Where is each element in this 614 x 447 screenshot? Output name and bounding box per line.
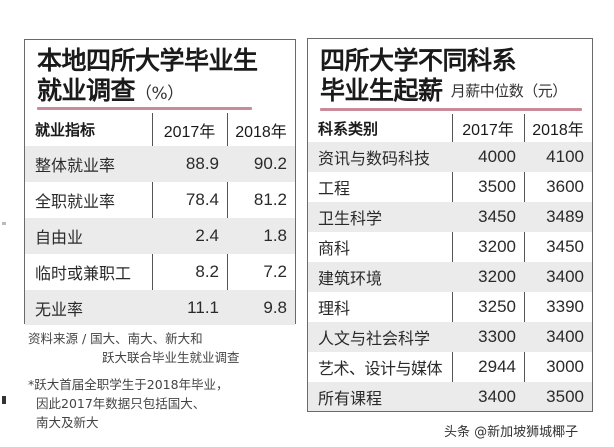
- footnote-line1: *跃大首届全职学生于2018年毕业，: [28, 377, 229, 392]
- source-note-line1: 资料来源 / 国大、南大、新大和: [28, 331, 203, 346]
- value-2018: 3000: [546, 357, 584, 376]
- value-2017: 3500: [478, 177, 516, 196]
- salary-title-unit: 月薪中位数（元）: [450, 82, 568, 100]
- table-row: 临时或兼职工 8.2 7.2: [25, 254, 295, 290]
- row-label: 临时或兼职工: [35, 264, 132, 283]
- watermark: 头条 @新加坡狮城椰子: [444, 425, 579, 440]
- footnote-line3: 南大及新大: [36, 415, 99, 430]
- row-label: 无业率: [35, 299, 84, 319]
- row-label: 卫生科学: [318, 209, 383, 228]
- table-header-row: 就业指标 2017年 2018年: [25, 113, 295, 146]
- value-2017: 88.9: [185, 154, 219, 173]
- value-2018: 3600: [546, 177, 584, 196]
- row-label: 所有课程: [318, 388, 383, 408]
- row-label: 资讯与数码科技: [318, 149, 431, 168]
- table-row: 所有课程 3400 3500: [308, 382, 592, 411]
- edge-artifact: [2, 396, 6, 404]
- title-underline: [320, 108, 582, 111]
- row-label: 工程: [318, 179, 351, 198]
- value-2017: 3400: [478, 386, 516, 406]
- footnote-line2: 因此2017年数据只包括国大、: [36, 396, 206, 411]
- edge-artifact: [2, 222, 6, 225]
- table-row: 艺术、设计与媒体 2944 3000: [308, 352, 592, 382]
- table-row: 资讯与数码科技 4000 4100: [308, 142, 592, 172]
- row-label: 商科: [318, 239, 351, 258]
- table-row: 商科 3200 3450: [308, 232, 592, 262]
- starting-salary-panel: 四所大学不同科系 毕业生起薪 月薪中位数（元） 科系类别 2017年 2018年…: [307, 38, 593, 412]
- row-label: 理科: [318, 299, 351, 318]
- employment-title-line2: 就业调查（%）: [37, 78, 184, 103]
- value-2018: 3400: [546, 327, 584, 346]
- employment-table: 就业指标 2017年 2018年 整体就业率 88.9 90.2 全职就业率 7…: [25, 113, 295, 325]
- value-2018: 9.8: [263, 297, 287, 317]
- table-row: 工程 3500 3600: [308, 172, 592, 202]
- value-2018: 7.2: [263, 262, 287, 281]
- header-department: 科系类别: [318, 119, 379, 138]
- value-2018: 3500: [546, 386, 584, 406]
- table-header-row: 科系类别 2017年 2018年: [308, 114, 592, 142]
- table-row: 建筑环境 3200 3400: [308, 262, 592, 292]
- table-row: 理科 3250 3390: [308, 292, 592, 322]
- table-row: 人文与社会科学 3300 3400: [308, 322, 592, 352]
- row-label: 全职就业率: [35, 192, 116, 211]
- value-2018: 3450: [546, 237, 584, 256]
- salary-title-main: 毕业生起薪: [320, 76, 443, 105]
- value-2018: 90.2: [253, 154, 287, 173]
- value-2018: 3400: [546, 267, 584, 286]
- value-2017: 3300: [478, 327, 516, 346]
- salary-title-line2: 毕业生起薪 月薪中位数（元）: [320, 78, 567, 103]
- header-2018: 2018年: [532, 122, 584, 139]
- salary-title-line1: 四所大学不同科系: [320, 46, 517, 75]
- value-2018: 81.2: [253, 190, 287, 209]
- header-2017: 2017年: [462, 122, 514, 139]
- title-underline: [37, 107, 252, 110]
- header-indicator: 就业指标: [35, 121, 96, 139]
- table-row: 整体就业率 88.9 90.2: [25, 146, 295, 182]
- row-label: 自由业: [35, 228, 84, 247]
- header-2017: 2017年: [163, 123, 216, 141]
- value-2017: 8.2: [195, 262, 219, 281]
- salary-table: 科系类别 2017年 2018年 资讯与数码科技 4000 4100 工程 35…: [308, 114, 592, 411]
- value-2018: 3489: [546, 207, 584, 226]
- value-2018: 4100: [546, 147, 584, 166]
- row-label: 人文与社会科学: [318, 329, 431, 348]
- value-2017: 3200: [478, 237, 516, 256]
- value-2017: 78.4: [185, 190, 219, 209]
- value-2017: 3450: [478, 207, 516, 226]
- employment-title-main: 就业调查: [37, 76, 136, 105]
- table-row: 全职就业率 78.4 81.2: [25, 182, 295, 218]
- source-note-line2: 跃大联合毕业生就业调查: [102, 350, 240, 365]
- employment-title-line1: 本地四所大学毕业生: [37, 46, 258, 75]
- value-2017: 3200: [478, 267, 516, 286]
- value-2018: 1.8: [263, 226, 287, 245]
- employment-title-unit: （%）: [135, 84, 184, 104]
- table-row: 自由业 2.4 1.8: [25, 218, 295, 254]
- row-label: 整体就业率: [35, 156, 116, 175]
- value-2017: 11.1: [187, 297, 219, 317]
- value-2017: 2944: [478, 357, 516, 376]
- value-2018: 3390: [546, 297, 584, 316]
- header-2018: 2018年: [235, 123, 287, 141]
- table-row: 卫生科学 3450 3489: [308, 202, 592, 232]
- employment-survey-panel: 本地四所大学毕业生 就业调查（%） 就业指标 2017年 2018年 整体就业率…: [24, 39, 296, 325]
- row-label: 建筑环境: [318, 269, 383, 288]
- value-2017: 2.4: [195, 226, 219, 245]
- value-2017: 4000: [478, 147, 516, 166]
- table-row: 无业率 11.1 9.8: [25, 290, 295, 325]
- value-2017: 3250: [478, 297, 516, 316]
- row-label: 艺术、设计与媒体: [318, 359, 443, 378]
